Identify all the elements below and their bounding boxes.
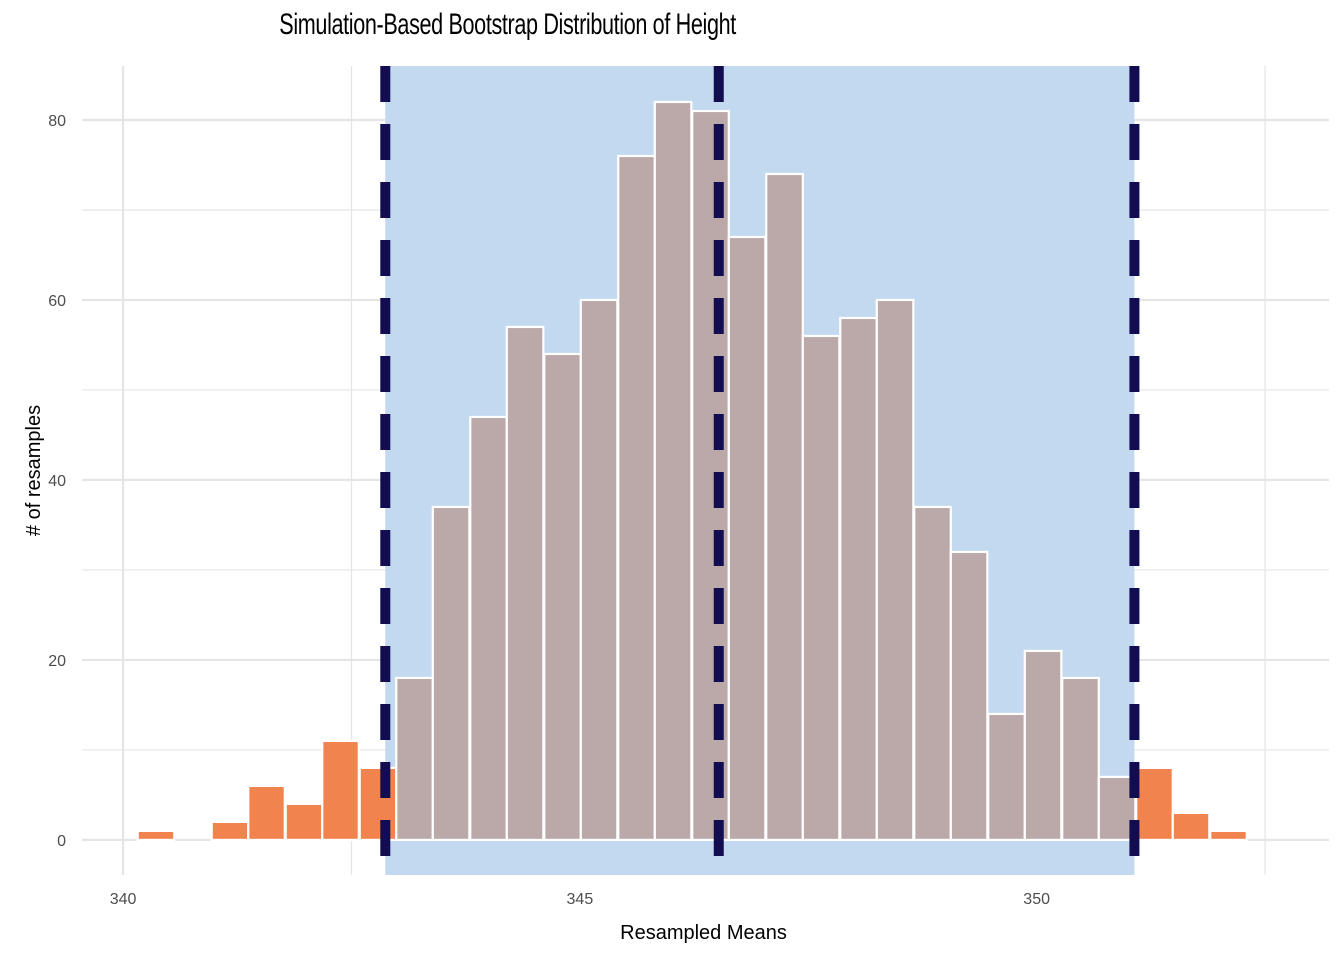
histogram-bar <box>358 766 398 842</box>
x-axis-title: Resampled Means <box>620 922 787 944</box>
histogram-bar <box>839 316 878 842</box>
y-tick-label: 20 <box>48 653 66 670</box>
x-tick-label: 340 <box>110 891 137 908</box>
histogram-bar <box>1097 775 1137 842</box>
histogram-bar <box>210 820 250 842</box>
histogram-bar <box>284 802 324 842</box>
histogram-bar <box>1023 649 1063 842</box>
y-tick-label: 40 <box>48 473 66 490</box>
histogram-bar <box>395 676 434 842</box>
y-tick-label: 60 <box>48 293 66 310</box>
histogram-bar <box>1171 811 1211 842</box>
histogram-bar <box>505 325 545 842</box>
histogram-bars <box>136 100 1248 842</box>
histogram-bar <box>653 100 693 842</box>
histogram-bar <box>875 298 915 842</box>
y-tick-label: 0 <box>57 833 66 850</box>
histogram-bar <box>913 505 952 842</box>
histogram-bar <box>136 829 176 842</box>
histogram-bar <box>431 505 471 842</box>
histogram-bar <box>247 784 286 842</box>
histogram-bar <box>949 550 989 842</box>
histogram-bar <box>801 334 841 842</box>
y-tick-label: 80 <box>48 113 66 130</box>
histogram-bar <box>543 352 582 842</box>
confidence-interval-lines <box>380 66 1140 875</box>
histogram-bar <box>765 172 804 842</box>
histogram-bar <box>321 739 360 842</box>
histogram-bar <box>1061 676 1100 842</box>
x-tick-label: 345 <box>567 891 594 908</box>
x-tick-label: 350 <box>1023 891 1050 908</box>
x-axis-ticks: 340 345 350 <box>110 891 1050 908</box>
y-axis-title: # of resamples <box>23 405 45 536</box>
histogram-bar <box>987 712 1026 842</box>
histogram-bar <box>617 154 656 842</box>
histogram-bar <box>727 235 767 842</box>
histogram-bar <box>469 415 508 842</box>
y-axis-ticks: 0 20 40 60 80 <box>48 113 66 850</box>
chart-title: Simulation-Based Bootstrap Distribution … <box>279 8 736 41</box>
histogram-bar <box>1209 829 1248 842</box>
histogram-bar <box>1135 766 1174 842</box>
histogram-bar <box>579 298 619 842</box>
